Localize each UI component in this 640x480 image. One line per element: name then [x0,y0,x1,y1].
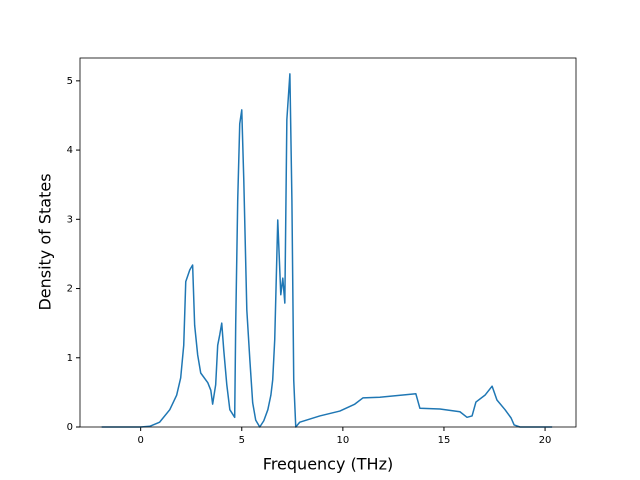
y-tick-label: 1 [67,353,73,364]
y-tick-label: 2 [67,284,73,295]
y-axis-label: Density of States [36,173,55,310]
x-tick-label: 20 [539,435,552,446]
x-axis-label: Frequency (THz) [263,455,393,474]
y-tick-label: 5 [67,76,73,87]
x-tick-label: 15 [438,435,451,446]
y-tick-label: 0 [67,422,73,433]
y-tick-label: 3 [67,214,73,225]
x-tick-label: 5 [239,435,245,446]
line-series [101,73,553,428]
y-tick-label: 4 [67,145,73,156]
x-tick-label: 0 [137,435,143,446]
plot-frame [79,57,577,428]
x-tick-label: 10 [336,435,349,446]
